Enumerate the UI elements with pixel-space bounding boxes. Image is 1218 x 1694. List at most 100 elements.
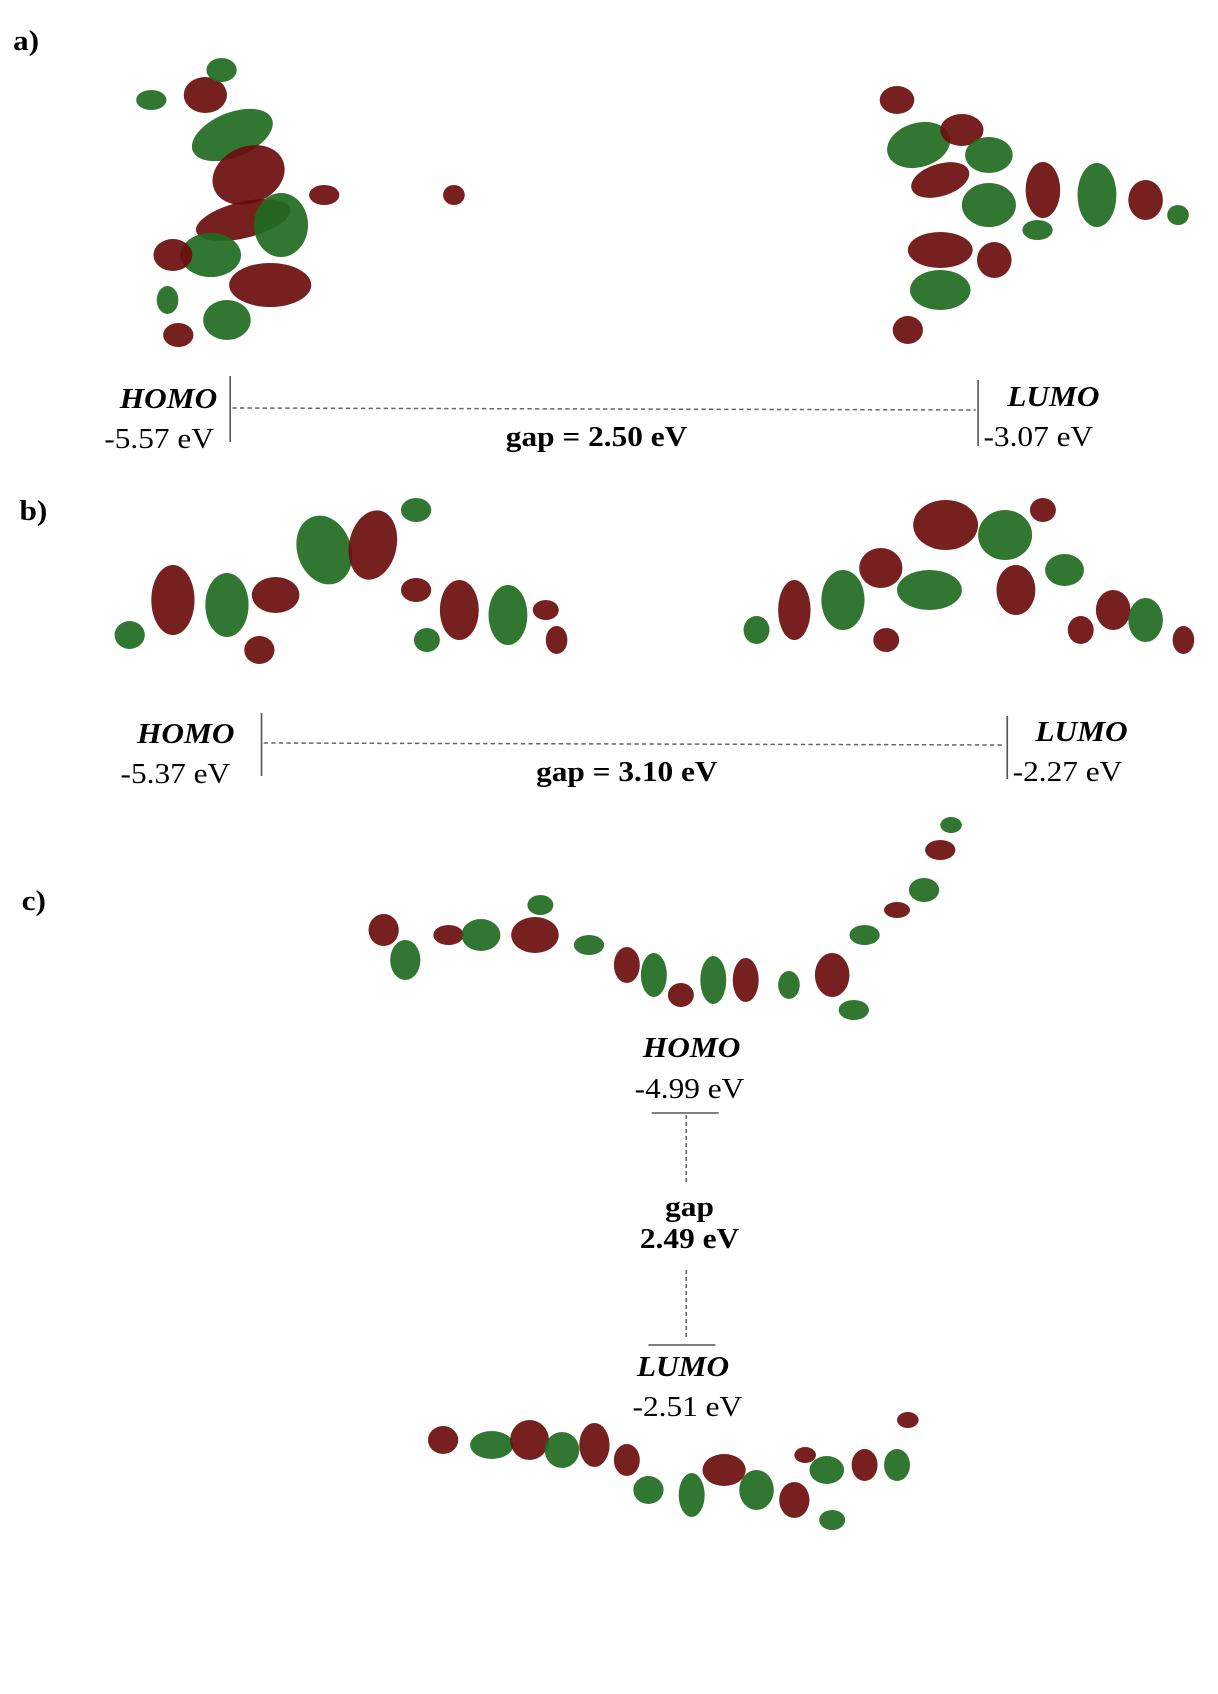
gap-line	[232, 408, 976, 410]
lumo-energy: -2.51 eV	[633, 1390, 743, 1423]
orbital-lobe	[1167, 205, 1189, 225]
lumo-label: LUMO	[636, 1350, 729, 1383]
orbital-lobe	[679, 1473, 705, 1517]
orbital-lobe	[977, 242, 1012, 278]
orbital-lobe	[461, 919, 500, 951]
orbital-lobe	[533, 600, 559, 620]
orbital-lobe	[254, 193, 308, 257]
orbital-lobe	[369, 914, 399, 946]
orbital-lobe	[163, 323, 193, 347]
orbital-lobe	[1096, 590, 1131, 630]
orbital-lobe	[839, 1000, 869, 1020]
orbital-lobe	[909, 878, 939, 902]
orbital-lobe	[184, 77, 227, 113]
orbital-lobe	[203, 300, 251, 340]
page: a) HOMO -5.57 eV LUMO -3.07 eV gap = 2.5…	[0, 0, 1218, 1694]
orbital-lobe	[821, 570, 864, 630]
homo-energy: -5.37 eV	[121, 757, 231, 790]
gap-line	[264, 743, 1005, 745]
orbital-lobe	[940, 817, 962, 833]
orbital-lobe	[511, 917, 559, 953]
orbital-lobe	[574, 935, 604, 955]
orbital-lobe	[510, 1420, 549, 1460]
panel-label: a)	[13, 24, 39, 57]
orbital-lobe	[151, 565, 194, 635]
orbital-lobe	[809, 1456, 844, 1484]
orbital-lobe	[962, 183, 1016, 227]
homo-energy: -4.99 eV	[635, 1072, 745, 1105]
homo-energy: -5.57 eV	[104, 422, 214, 455]
panel-label: c)	[22, 884, 46, 917]
orbital-lobe	[852, 1449, 878, 1481]
orbital-lobe	[443, 185, 465, 205]
orbital-lobe	[136, 90, 166, 110]
orbital-lobe	[925, 840, 955, 860]
orbital-lobe	[527, 895, 553, 915]
lumo-energy: -2.27 eV	[1013, 755, 1123, 788]
figure: a) HOMO -5.57 eV LUMO -3.07 eV gap = 2.5…	[0, 0, 1218, 1694]
orbital-lobe	[546, 626, 568, 654]
orbital-lobe	[428, 1426, 458, 1454]
orbital-lobe	[633, 1476, 663, 1504]
orbital-lobe	[978, 510, 1032, 560]
orbital-lobe	[965, 137, 1013, 173]
orbital-lobe	[401, 578, 431, 602]
orbital-lobe	[414, 628, 440, 652]
orbital-lobe	[641, 953, 667, 997]
orbital-lobe	[819, 1510, 845, 1530]
orbital-lobe	[206, 58, 236, 82]
orbital-lobe	[1173, 626, 1195, 654]
orbital-lobe	[733, 958, 759, 1002]
orbital-lobe	[744, 616, 770, 644]
orbital-lobe	[849, 925, 879, 945]
lumo-label: LUMO	[1006, 380, 1099, 413]
orbital-lobe	[739, 1470, 774, 1510]
orbital-lobe	[614, 947, 640, 983]
orbital-lobe	[244, 636, 274, 664]
orbital-lobe	[794, 1447, 816, 1463]
orbital-lobe	[893, 316, 923, 344]
orbital-lobe	[908, 232, 973, 268]
orbital-lobe	[433, 925, 463, 945]
orbital-lobe	[910, 270, 971, 310]
orbital-lobe	[309, 185, 339, 205]
orbital-lobe	[815, 953, 850, 997]
orbital-lobe	[229, 263, 311, 307]
orbital-lobe	[579, 1423, 609, 1467]
orbital-lobe	[390, 940, 420, 980]
molecules	[115, 58, 1195, 1530]
orbital-lobe	[1128, 598, 1163, 642]
orbital-lobe	[778, 971, 800, 999]
orbital-lobe	[668, 983, 694, 1007]
panel-label: b)	[19, 494, 47, 527]
orbital-lobe	[873, 628, 899, 652]
orbital-lobe	[702, 1454, 745, 1486]
orbital-lobe	[897, 570, 962, 610]
homo-label: HOMO	[136, 717, 235, 750]
orbital-lobe	[343, 507, 403, 584]
orbital-lobe	[157, 286, 179, 314]
lumo-label: LUMO	[1034, 715, 1127, 748]
gap-label: gap	[665, 1190, 714, 1223]
orbital-lobe	[1068, 616, 1094, 644]
orbital-lobe	[996, 565, 1035, 615]
orbital-lobe	[470, 1431, 513, 1459]
orbital-lobe	[545, 1432, 580, 1468]
orbital-lobe	[884, 1449, 910, 1481]
gap-label: gap = 2.50 eV	[506, 420, 688, 453]
orbital-lobe	[778, 580, 810, 640]
orbital-lobe	[884, 902, 910, 918]
orbital-lobe	[1030, 498, 1056, 522]
orbital-lobe	[153, 239, 192, 271]
orbital-lobe	[779, 1482, 809, 1518]
orbital-lobe	[1078, 163, 1117, 227]
orbital-lobe	[913, 500, 978, 550]
orbital-lobe	[488, 585, 527, 645]
orbital-lobe	[859, 548, 902, 588]
orbital-lobe	[115, 621, 145, 649]
gap-value: 2.49 eV	[640, 1222, 739, 1255]
orbital-lobe	[205, 573, 248, 637]
orbital-lobe	[880, 86, 915, 114]
lumo-energy: -3.07 eV	[983, 420, 1093, 453]
homo-label: HOMO	[119, 382, 218, 415]
